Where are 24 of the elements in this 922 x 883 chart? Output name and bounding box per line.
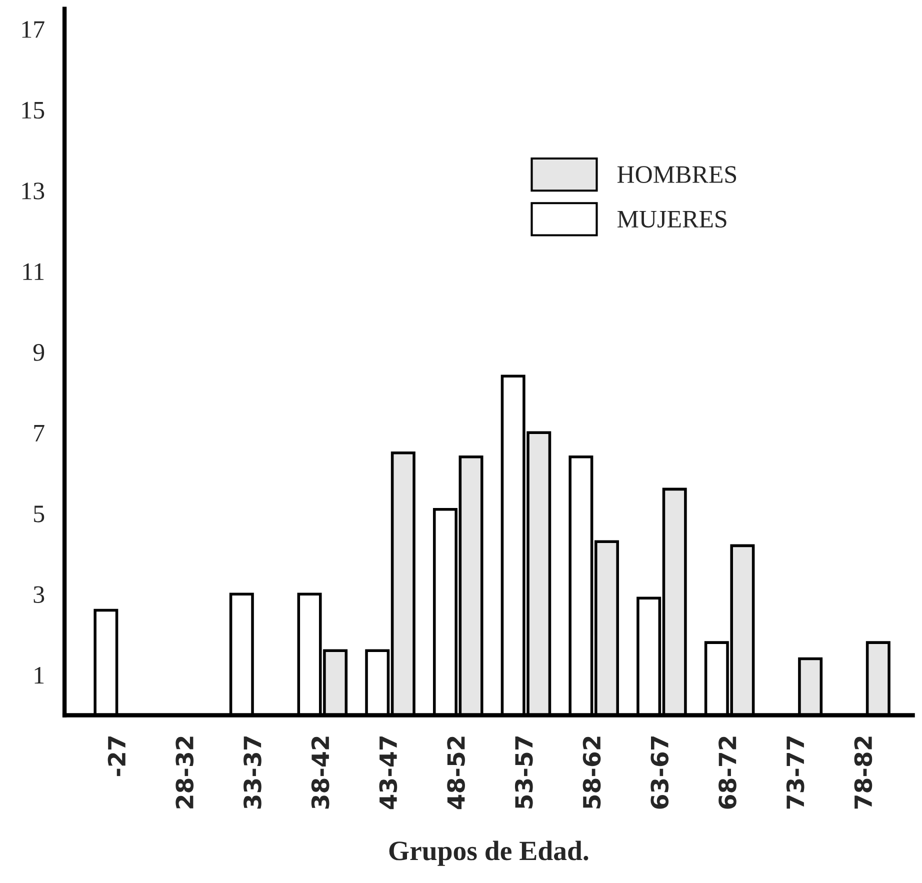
y-tick-label: 17 — [22, 21, 44, 38]
y-tick-label: 7 — [34, 424, 44, 442]
x-tick-label: 43-47 — [379, 736, 398, 810]
y-tick-label: 11 — [23, 263, 44, 280]
x-tick-label: 68-72 — [718, 736, 736, 809]
y-tick-label: 3 — [34, 586, 44, 604]
x-tick-label: -27 — [108, 736, 126, 776]
x-tick-label: 38-42 — [311, 736, 330, 809]
y-tick-label: 15 — [22, 102, 44, 119]
x-tick-label: 48-52 — [447, 736, 465, 810]
y-tick-label: 13 — [22, 182, 44, 200]
x-axis-title: Grupos de Edad. — [389, 840, 588, 866]
legend-label: HOMBRES — [617, 166, 736, 183]
x-tick-label: 33-37 — [244, 736, 262, 809]
legend-label: MUJERES — [617, 210, 726, 228]
x-tick-label: 73-77 — [786, 736, 804, 809]
x-tick-label: 53-57 — [514, 736, 533, 808]
y-tick-label: 1 — [34, 667, 44, 684]
x-tick-label: 28-32 — [176, 736, 194, 808]
y-tick-label: 5 — [34, 506, 44, 522]
x-tick-label: 58-62 — [582, 736, 601, 808]
x-tick-label: 63-67 — [650, 736, 669, 809]
x-tick-label: 78-82 — [854, 736, 872, 809]
y-tick-label: 9 — [33, 344, 44, 361]
